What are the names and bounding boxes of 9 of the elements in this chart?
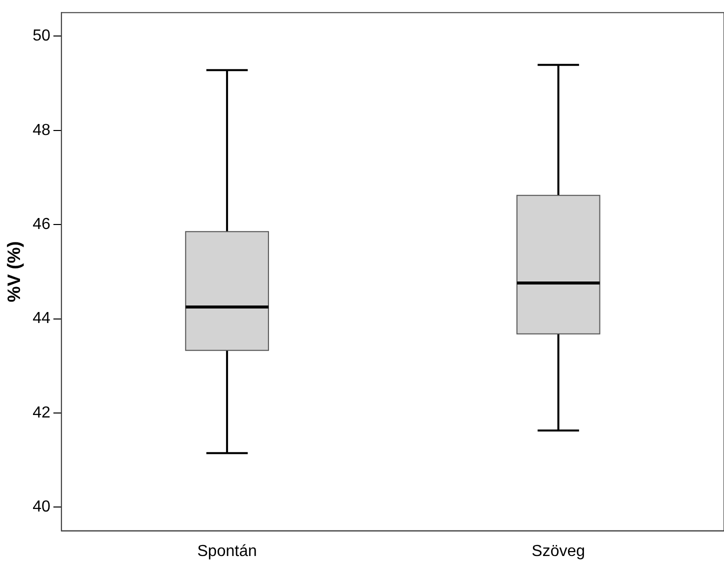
y-tick-label: 42	[32, 404, 50, 422]
y-tick-label: 40	[32, 498, 50, 516]
y-tick-label: 44	[32, 310, 50, 328]
x-tick-label: Szöveg	[532, 542, 586, 560]
y-tick-label: 50	[32, 28, 50, 45]
y-tick-label: 48	[32, 122, 50, 139]
y-tick-label: 46	[32, 216, 50, 233]
x-tick-label: Spontán	[197, 542, 257, 560]
y-axis-title: %V (%)	[4, 241, 24, 302]
